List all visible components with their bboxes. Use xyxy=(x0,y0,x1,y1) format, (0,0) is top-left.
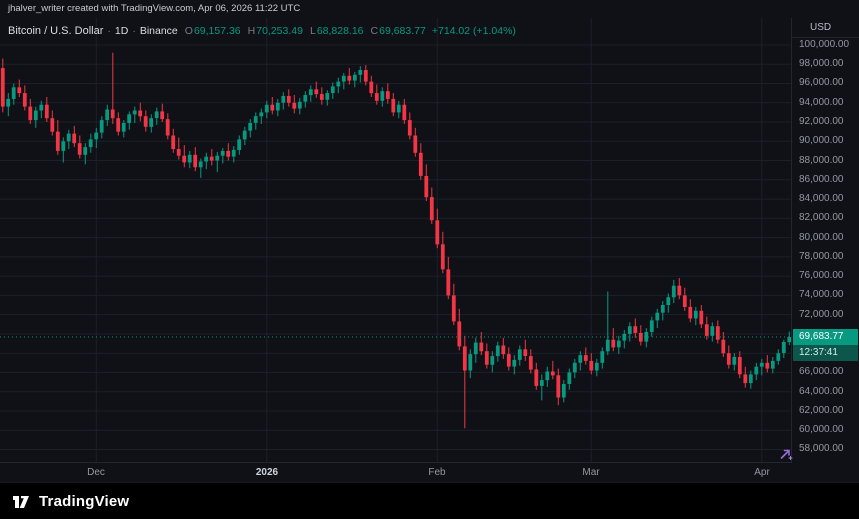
price-tick-label: 84,000.00 xyxy=(799,193,844,204)
event-marker-icon[interactable] xyxy=(779,447,793,466)
time-axis-label: Feb xyxy=(428,467,446,478)
low-value: 68,828.16 xyxy=(316,25,364,37)
symbol-header: Bitcoin / U.S. Dollar · 1D · Binance O 6… xyxy=(8,25,516,37)
time-axis-label: 2026 xyxy=(255,467,279,478)
price-axis[interactable]: USD 69,683.77 12:37:41 58,000.00 60,000.0… xyxy=(791,18,859,462)
price-tick-label: 60,000.00 xyxy=(799,424,844,435)
price-tick-label: 72,000.00 xyxy=(799,309,844,320)
price-tick-label: 98,000.00 xyxy=(799,58,844,69)
price-tick-label: 100,000.00 xyxy=(799,39,850,50)
price-tick-label: 86,000.00 xyxy=(799,174,844,185)
change-value: +714.02 (+1.04%) xyxy=(431,25,516,37)
price-tick-label: 58,000.00 xyxy=(799,443,844,454)
open-value: 69,157.36 xyxy=(193,25,241,37)
attribution-bar: jhalver_writer created with TradingView.… xyxy=(0,0,859,18)
price-tick-label: 74,000.00 xyxy=(799,289,844,300)
last-price-badge: 69,683.77 xyxy=(793,329,858,345)
bar-close-countdown: 12:37:41 xyxy=(793,345,858,361)
close-value: 69,683.77 xyxy=(379,25,426,37)
symbol-title: Bitcoin / U.S. Dollar xyxy=(8,25,104,37)
high-value: 70,253.49 xyxy=(256,25,303,37)
candlestick-plot[interactable] xyxy=(0,18,792,462)
price-tick-label: 90,000.00 xyxy=(799,135,844,146)
attribution-text: jhalver_writer created with TradingView.… xyxy=(8,3,301,14)
interval-label: 1D xyxy=(114,25,129,37)
separator: · xyxy=(132,25,136,37)
open-key: O xyxy=(184,25,193,37)
price-tick-label: 64,000.00 xyxy=(799,386,844,397)
tradingview-logo[interactable]: TradingView xyxy=(11,490,129,512)
separator: · xyxy=(107,25,111,37)
time-axis-label: Dec xyxy=(87,467,105,478)
price-tick-label: 78,000.00 xyxy=(799,251,844,262)
price-tick-label: 76,000.00 xyxy=(799,270,844,281)
price-tick-label: 82,000.00 xyxy=(799,212,844,223)
tradingview-mark-icon xyxy=(13,496,29,508)
time-axis-label: Apr xyxy=(754,467,770,478)
currency-label: USD xyxy=(792,18,859,38)
brand-name: TradingView xyxy=(39,492,130,510)
chart-area[interactable]: Bitcoin / U.S. Dollar · 1D · Binance O 6… xyxy=(0,18,859,482)
price-tick-label: 80,000.00 xyxy=(799,232,844,243)
close-key: C xyxy=(370,25,379,37)
time-axis-label: Mar xyxy=(582,467,600,478)
footer-bar: TradingView xyxy=(0,482,859,519)
low-key: L xyxy=(309,25,316,37)
exchange-label: Binance xyxy=(139,25,178,37)
price-tick-label: 66,000.00 xyxy=(799,366,844,377)
high-key: H xyxy=(247,25,256,37)
price-tick-label: 62,000.00 xyxy=(799,405,844,416)
price-tick-label: 88,000.00 xyxy=(799,155,844,166)
price-tick-label: 94,000.00 xyxy=(799,97,844,108)
price-tick-label: 92,000.00 xyxy=(799,116,844,127)
time-axis[interactable]: Dec 2026 Feb Mar Apr xyxy=(0,462,792,483)
price-tick-label: 96,000.00 xyxy=(799,77,844,88)
